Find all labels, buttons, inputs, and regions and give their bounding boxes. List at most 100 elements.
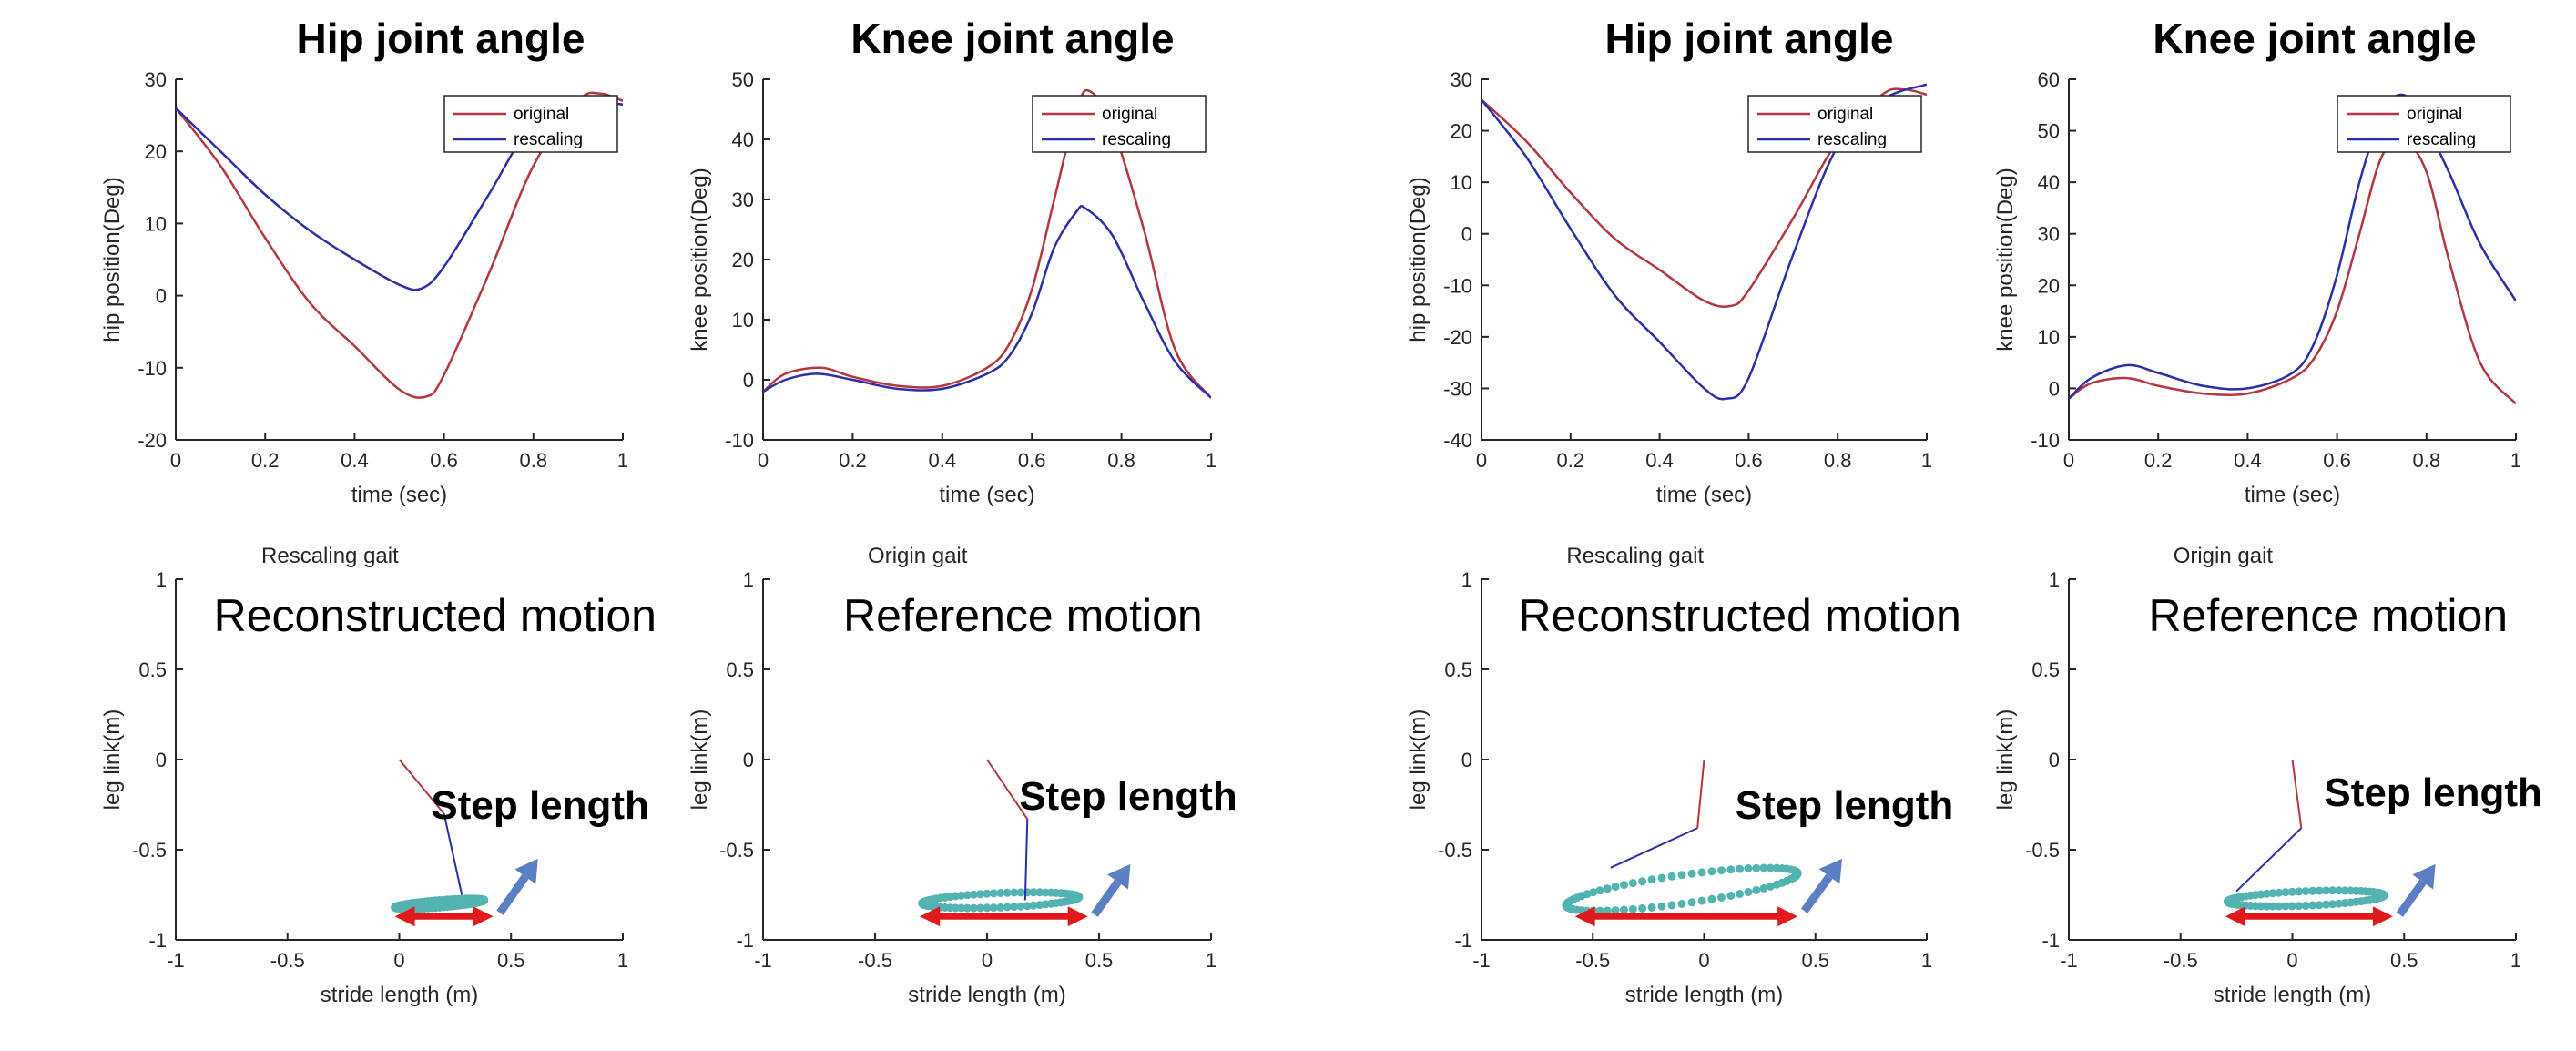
- x-tick-label: 0: [758, 449, 769, 472]
- stride-arrow: [2225, 906, 2393, 927]
- foot-path: [1562, 863, 1802, 915]
- y-tick-label: 0: [2049, 749, 2060, 771]
- legend: original rescaling: [443, 95, 618, 153]
- legend-box: [2337, 95, 2511, 153]
- foot-path-point: [976, 890, 984, 899]
- step-length-label: Step length: [1019, 774, 1237, 819]
- chart-gait_3: -1 -0.5 0 0.5 1 -1 -0.5 0 0.5 1 stride length (m) l…: [1406, 544, 1961, 1007]
- step-arrow: [496, 858, 538, 915]
- step-length-label: Step length: [1736, 783, 1954, 828]
- x-tick-label: 0.6: [1018, 449, 1046, 472]
- y-tick-label: 0: [156, 749, 167, 771]
- gait-title: Rescaling gait: [1566, 544, 1704, 568]
- y-tick-label: 0: [1461, 749, 1472, 771]
- foot-path-point: [1744, 888, 1753, 896]
- foot-path-point: [2275, 888, 2284, 897]
- foot-path-point: [1620, 881, 1628, 890]
- step-arrow-shaft: [2396, 879, 2427, 917]
- foot-path-point: [1736, 864, 1745, 873]
- y-tick-label: 0.5: [1444, 658, 1472, 681]
- foot-path: [2223, 886, 2388, 911]
- title-hip-left: Hip joint angle: [297, 15, 585, 62]
- foot-path-point: [2328, 886, 2337, 895]
- foot-path-point: [2281, 888, 2290, 897]
- y-axis-label: hip position(Deg): [100, 177, 125, 342]
- foot-path-point: [1697, 868, 1706, 877]
- x-tick-label: -0.5: [1575, 949, 1610, 972]
- y-tick-label: 30: [145, 68, 167, 91]
- foot-path-point: [2340, 886, 2349, 895]
- x-tick-label: 0.4: [341, 449, 369, 472]
- foot-path-point: [996, 903, 1005, 912]
- x-axis-label: stride length (m): [908, 983, 1065, 1007]
- x-tick-label: 0.5: [2390, 949, 2418, 972]
- y-tick-label: 50: [732, 68, 754, 91]
- foot-path-point: [1647, 903, 1656, 912]
- y-tick-label: 1: [156, 568, 167, 591]
- foot-path-point: [2308, 886, 2317, 895]
- foot-path-point: [969, 890, 978, 899]
- x-tick-label: 1: [2510, 949, 2521, 972]
- y-axis-label: knee position(Deg): [1993, 168, 2018, 351]
- x-tick-label: 1: [617, 449, 628, 472]
- x-tick-label: 0: [2063, 449, 2074, 472]
- motion-annotation: Reference motion: [2148, 590, 2508, 641]
- foot-path-point: [1603, 884, 1612, 893]
- foot-path-point: [2268, 889, 2277, 898]
- foot-path-point: [1003, 888, 1012, 897]
- x-tick-label: 0.6: [1735, 449, 1763, 472]
- series-line-original: [763, 88, 1211, 399]
- y-tick-label: 20: [732, 249, 754, 271]
- legend: original rescaling: [2337, 95, 2511, 153]
- leg-link: [2235, 827, 2303, 893]
- motion-annotation: Reference motion: [843, 590, 1203, 641]
- leg-link: [443, 813, 463, 895]
- y-tick-label: -1: [148, 929, 167, 952]
- motion-annotation: Reconstructed motion: [1518, 590, 1960, 641]
- step-arrow-head: [1818, 858, 1843, 884]
- foot-path-point: [1772, 863, 1781, 872]
- foot-path-point: [2315, 901, 2324, 910]
- y-tick-label: 1: [2049, 568, 2060, 591]
- x-tick-label: 0.8: [2413, 449, 2441, 472]
- leg-link: [398, 759, 445, 815]
- y-tick-label: 30: [732, 189, 754, 211]
- motion-annotation: Reconstructed motion: [214, 590, 657, 641]
- x-tick-label: 1: [1206, 449, 1217, 472]
- x-tick-label: -1: [1472, 949, 1491, 972]
- y-tick-label: 0: [743, 369, 754, 392]
- y-tick-label: -10: [137, 357, 167, 380]
- legend-box: [1032, 95, 1207, 153]
- x-axis-label: time (sec): [1656, 483, 1752, 507]
- foot-path-point: [1016, 902, 1025, 911]
- foot-path-point: [2328, 900, 2337, 909]
- x-tick-label: 0.2: [1557, 449, 1585, 472]
- foot-path-point: [1736, 890, 1745, 898]
- x-axis-label: time (sec): [351, 483, 447, 507]
- foot-path-point: [2301, 901, 2310, 910]
- foot-path-point: [1744, 864, 1753, 872]
- legend-label-rescaling: rescaling: [1102, 130, 1171, 149]
- y-axis-label: knee position(Deg): [687, 168, 712, 351]
- x-tick-label: 0: [170, 449, 181, 472]
- foot-path-point: [1628, 904, 1637, 913]
- foot-path-point: [1074, 893, 1083, 903]
- foot-path-point: [2275, 902, 2284, 911]
- y-tick-label: 40: [2038, 171, 2060, 194]
- y-axis-label: leg link(m): [100, 709, 125, 811]
- x-tick-label: 0.5: [497, 949, 525, 972]
- y-tick-label: 0.5: [726, 658, 754, 681]
- x-axis-label: stride length (m): [321, 983, 478, 1007]
- foot-path-point: [2322, 886, 2330, 895]
- title-knee-right: Knee joint angle: [2153, 15, 2476, 62]
- foot-path-point: [2287, 902, 2296, 911]
- foot-path: [918, 888, 1084, 913]
- foot-path-point: [2295, 902, 2304, 911]
- foot-path: [391, 894, 489, 913]
- step-arrow-head: [514, 858, 538, 884]
- y-axis-label: hip position(Deg): [1406, 177, 1431, 342]
- y-tick-label: -10: [725, 429, 754, 452]
- foot-path-point: [983, 889, 992, 898]
- y-tick-label: 10: [145, 212, 167, 235]
- stride-arrow-head-left: [920, 906, 941, 927]
